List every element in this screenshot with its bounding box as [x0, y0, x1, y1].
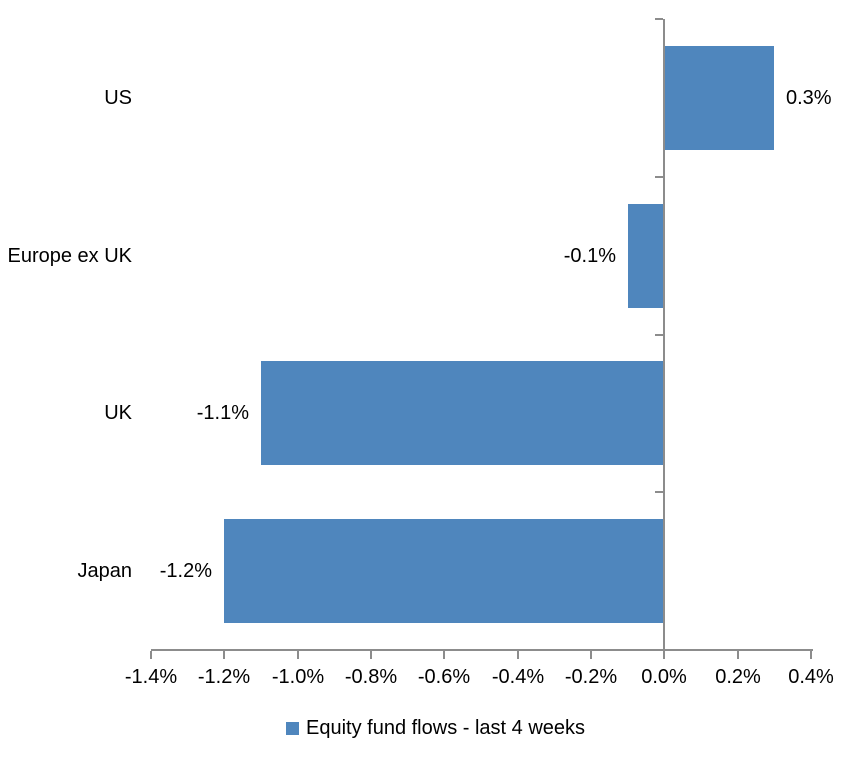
bar-uk	[261, 361, 664, 465]
x-tick	[590, 651, 592, 659]
data-label-uk: -1.1%	[196, 402, 249, 424]
x-tick	[370, 651, 372, 659]
x-tick-label: 0.0%	[641, 666, 687, 688]
legend-label: Equity fund flows - last 4 weeks	[306, 716, 586, 739]
x-tick-label: -1.2%	[197, 666, 251, 688]
x-tick	[517, 651, 519, 659]
y-tick	[655, 176, 663, 178]
bar-japan	[224, 519, 664, 623]
x-tick	[810, 651, 812, 659]
category-label-europe-ex-uk: Europe ex UK	[7, 245, 132, 267]
x-tick	[297, 651, 299, 659]
legend: Equity fund flows - last 4 weeks	[286, 715, 585, 741]
data-label-japan: -1.2%	[159, 560, 212, 582]
legend-marker-icon	[286, 721, 299, 735]
data-label-us: 0.3%	[786, 87, 832, 109]
x-tick-label: 0.4%	[788, 666, 834, 688]
category-label-uk: UK	[104, 402, 132, 424]
x-tick-label: -0.6%	[417, 666, 471, 688]
x-tick-label: -0.8%	[344, 666, 398, 688]
data-label-europe-ex-uk: -0.1%	[563, 245, 616, 267]
category-label-us: US	[104, 87, 132, 109]
y-tick	[655, 491, 663, 493]
x-tick-label: -0.4%	[491, 666, 545, 688]
category-label-japan: Japan	[77, 560, 133, 582]
x-tick	[443, 651, 445, 659]
x-tick	[150, 651, 152, 659]
x-tick-label: -1.4%	[124, 666, 178, 688]
x-tick	[737, 651, 739, 659]
x-tick-label: -1.0%	[271, 666, 325, 688]
y-axis-line	[663, 19, 665, 650]
y-tick	[655, 334, 663, 336]
bar-europe-ex-uk	[628, 204, 664, 308]
y-tick	[655, 18, 663, 20]
bar-us	[664, 46, 774, 150]
x-tick-label: -0.2%	[564, 666, 618, 688]
x-axis-line	[151, 649, 813, 651]
x-tick	[663, 651, 665, 659]
x-tick	[223, 651, 225, 659]
x-tick-label: 0.2%	[715, 666, 761, 688]
y-tick	[655, 649, 663, 651]
